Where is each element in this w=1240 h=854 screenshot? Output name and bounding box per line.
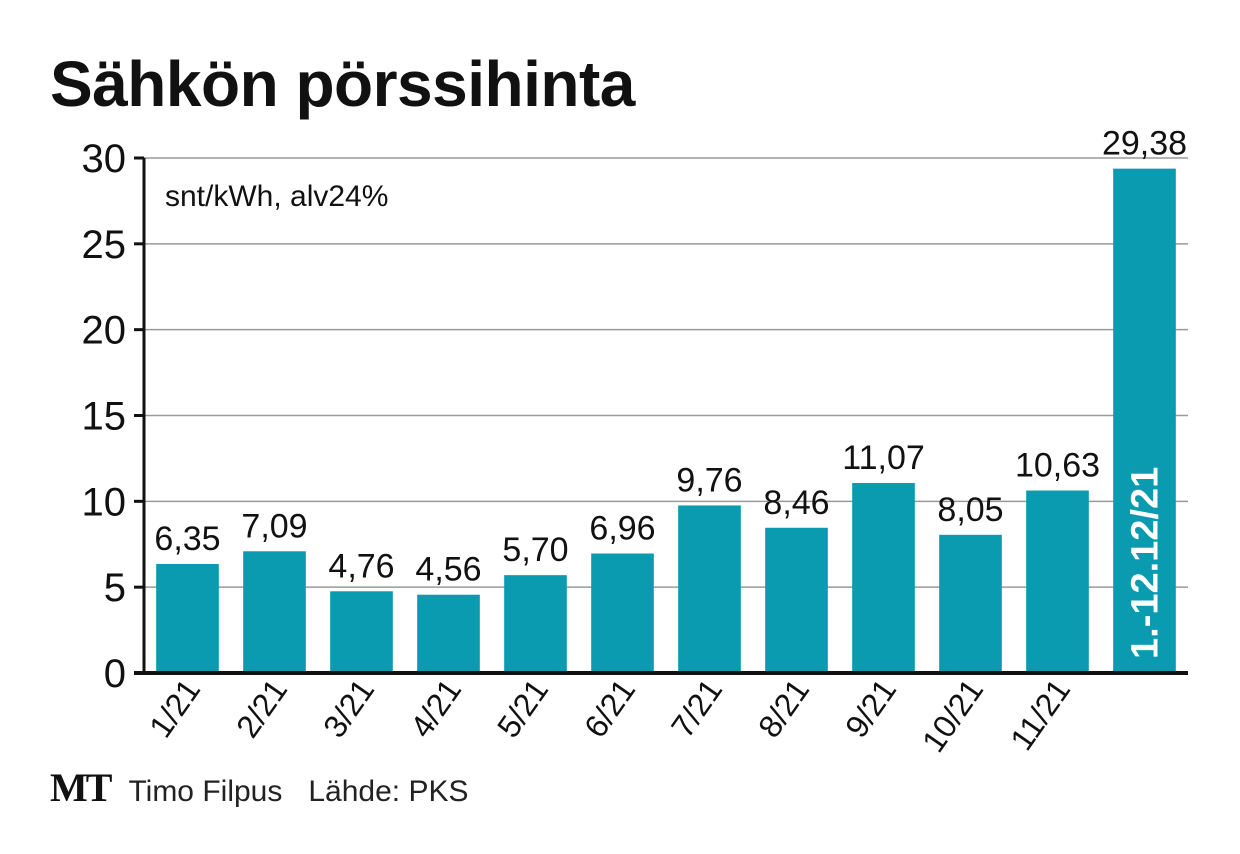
y-tick-label: 25 (82, 223, 127, 267)
value-label: 29,38 (1102, 125, 1187, 163)
y-tick-label: 15 (82, 395, 127, 439)
x-tick-label: 10/21 (915, 672, 990, 758)
x-tick-label: 8/21 (751, 672, 816, 744)
y-tick-label: 20 (82, 309, 127, 353)
value-label: 10,63 (1015, 447, 1100, 485)
footer: MT Timo Filpus Lähde: PKS (50, 764, 468, 814)
bar (417, 594, 480, 673)
x-tick-label: 5/21 (490, 672, 555, 744)
value-label: 8,05 (937, 491, 1003, 529)
source: Lähde: PKS (308, 775, 469, 808)
value-label: 6,35 (154, 520, 220, 558)
value-label: 8,46 (763, 484, 829, 522)
x-tick-label: 1.-12.12/21 (1125, 467, 1167, 659)
unit-label: snt/kWh, alv24% (165, 180, 388, 213)
value-label: 11,07 (842, 439, 925, 477)
x-tick-label: 11/21 (1003, 672, 1077, 756)
bar (1113, 168, 1176, 674)
y-tick-label: 30 (82, 137, 127, 181)
y-tick-label: 10 (82, 480, 127, 524)
value-label: 5,70 (502, 531, 568, 569)
author: Timo Filpus (128, 775, 283, 808)
bars (156, 168, 1176, 674)
chart-title: Sähkön pörssihinta (50, 48, 635, 120)
y-tick-label: 5 (104, 566, 126, 610)
x-tick-label: 9/21 (838, 672, 903, 744)
x-tick-label: 2/21 (229, 672, 294, 744)
bar (330, 591, 393, 673)
bar (939, 534, 1002, 673)
x-tick-label: 7/21 (664, 672, 729, 744)
bar (852, 482, 915, 673)
mt-logo: MT (50, 765, 112, 810)
x-tick-label: 1/21 (142, 672, 207, 744)
axes (134, 156, 1188, 675)
bar (243, 551, 306, 673)
y-tick-label: 0 (104, 652, 126, 696)
value-label: 6,96 (589, 510, 655, 548)
value-label: 7,09 (241, 507, 307, 545)
x-tick-label: 3/21 (316, 672, 381, 744)
x-tick-label: 4/21 (403, 672, 468, 744)
bar (1026, 490, 1089, 673)
bar (678, 505, 741, 673)
value-label: 4,56 (415, 551, 481, 589)
gridlines (144, 157, 1188, 588)
x-tick-label: 6/21 (577, 672, 642, 744)
value-label: 4,76 (328, 547, 394, 585)
value-label: 9,76 (676, 461, 742, 499)
bar (765, 527, 828, 673)
bar (591, 553, 654, 673)
bar (156, 563, 219, 673)
bar (504, 575, 567, 673)
